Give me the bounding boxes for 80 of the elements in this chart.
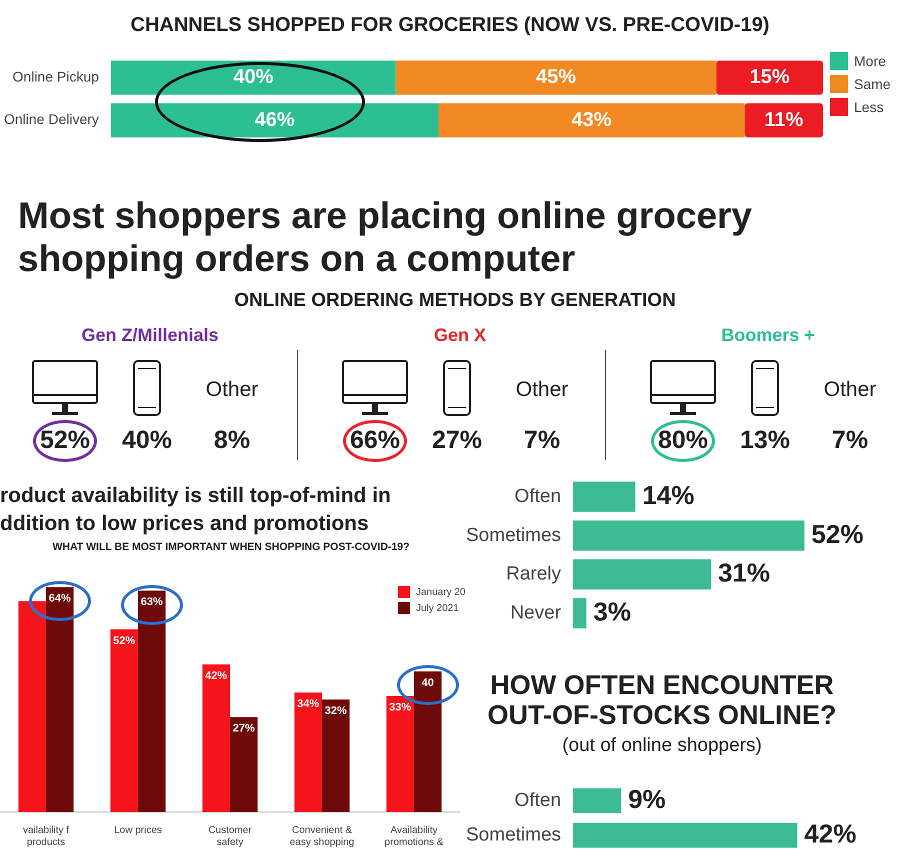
chart-subtitle: (out of online shoppers) xyxy=(561,735,763,757)
data-label: 14% xyxy=(642,480,694,510)
bar xyxy=(138,590,166,812)
text: ONLINE ORDERING METHODS BY GENERATION xyxy=(233,290,677,312)
text: Other xyxy=(824,378,876,401)
data-label: 42% xyxy=(804,818,856,848)
bar xyxy=(573,520,804,551)
data-label: 40% xyxy=(120,426,174,455)
bar xyxy=(322,700,350,812)
data-label: 27% xyxy=(232,722,256,735)
data-label: 40% xyxy=(233,66,274,88)
data-label: 32% xyxy=(324,705,348,718)
y-tick-label: Sometimes xyxy=(466,524,562,546)
bar xyxy=(110,629,138,812)
data-label: 52% xyxy=(38,426,92,455)
bar xyxy=(18,601,46,812)
data-label: 9% xyxy=(628,784,666,814)
y-tick-label: Often xyxy=(514,486,562,508)
bar xyxy=(396,60,716,95)
data-label: 31% xyxy=(718,558,770,588)
bar xyxy=(438,103,745,138)
data-label: 64% xyxy=(48,592,72,605)
data-label: 46% xyxy=(254,108,295,131)
data-label: 7% xyxy=(522,426,562,455)
data-label: 80% xyxy=(656,426,710,455)
bar xyxy=(744,103,823,138)
x-tick-label: Convenient & easy shopping xyxy=(290,824,354,848)
chart-title: CHANNELS SHOPPED FOR GROCERIES (NOW VS. PRE-COVID-19) xyxy=(130,14,770,37)
data-label: 40 xyxy=(422,676,434,689)
bar xyxy=(573,559,711,590)
category-label: Gen Z/Millenials xyxy=(80,325,220,346)
x-tick-label: Low prices xyxy=(114,824,162,836)
data-label: 34% xyxy=(297,698,320,710)
data-label: 52% xyxy=(811,518,864,549)
data-label: 45% xyxy=(536,66,576,88)
chart-title: HOW OFTEN ENCOUNTER OUT-OF-STOCKS ONLINE? xyxy=(486,670,838,730)
chart-title: roduct availability is still top-of-mind in ddition to low prices and promotions xyxy=(0,483,392,537)
x-tick-label: vailability f products xyxy=(22,824,70,848)
data-label: 15% xyxy=(750,66,790,88)
data-label: 27% xyxy=(430,426,484,455)
y-tick-label: Sometimes xyxy=(466,824,562,846)
bar xyxy=(46,587,74,812)
bar xyxy=(573,598,586,628)
category-label: Gen X xyxy=(432,325,487,346)
y-tick-label: Often xyxy=(514,790,562,811)
bar xyxy=(230,717,258,812)
data-label: 66% xyxy=(348,426,402,455)
bar xyxy=(202,664,230,812)
chart-subtitle: WHAT WILL BE MOST IMPORTANT WHEN SHOPPING POST-COVID-19? xyxy=(52,541,410,553)
data-label: 42% xyxy=(205,670,228,682)
bar xyxy=(294,692,322,812)
bar xyxy=(414,671,442,812)
bar xyxy=(110,103,438,138)
legend-label: July 2021 xyxy=(416,602,459,614)
data-label: 3% xyxy=(593,596,631,626)
x-tick-label: Availability promotions & xyxy=(384,824,444,848)
text: Other xyxy=(204,378,260,402)
x-tick-label: Customer safety xyxy=(208,824,252,848)
data-label: 43% xyxy=(572,108,612,131)
data-label: 33% xyxy=(389,702,412,714)
legend-label: Less xyxy=(854,99,884,115)
data-label: 7% xyxy=(830,426,870,455)
data-label: 63% xyxy=(140,596,164,608)
y-tick-label: Online Pickup xyxy=(12,68,100,85)
y-tick-label: Rarely xyxy=(506,564,562,585)
data-label: 52% xyxy=(113,634,136,647)
bar xyxy=(386,696,414,812)
text: Most shoppers are placing online grocery shopping orders on a computer xyxy=(18,194,754,280)
bar xyxy=(716,60,823,95)
legend-label: Same xyxy=(854,76,891,92)
data-label: 13% xyxy=(738,426,792,455)
data-label: 11% xyxy=(764,108,804,131)
y-tick-label: Never xyxy=(510,602,562,624)
legend-label: More xyxy=(854,53,886,69)
bar xyxy=(573,482,636,512)
text: Other xyxy=(516,378,568,401)
legend-label: January 20 xyxy=(416,586,466,598)
data-label: 8% xyxy=(212,426,252,455)
y-tick-label: Online Delivery xyxy=(4,111,99,128)
category-label: Boomers + xyxy=(720,325,816,346)
